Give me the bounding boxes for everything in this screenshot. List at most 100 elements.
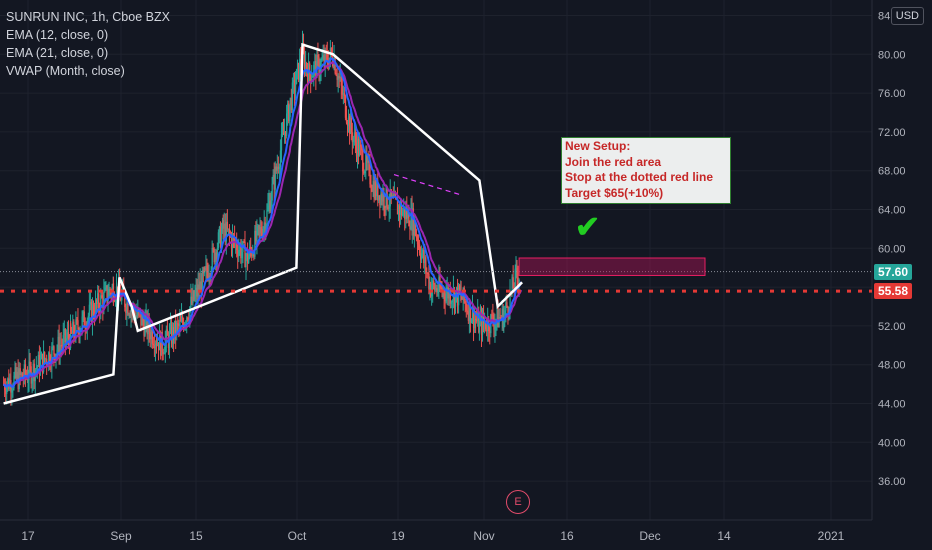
candle-body xyxy=(297,62,300,80)
candle-body xyxy=(518,279,520,285)
candle-body xyxy=(97,293,99,304)
candle-body xyxy=(368,160,370,164)
candle-body xyxy=(162,352,164,354)
candle-body xyxy=(330,48,333,54)
legend-ema21[interactable]: EMA (21, close, 0) xyxy=(6,46,109,60)
candle-body xyxy=(453,289,456,307)
candle-body xyxy=(379,195,381,206)
candle-body xyxy=(98,293,100,308)
candle-body xyxy=(46,358,48,365)
candle-body xyxy=(164,340,167,354)
candle-body xyxy=(469,302,472,323)
candle-body xyxy=(16,371,18,378)
candle-body xyxy=(449,290,452,304)
candle-body xyxy=(287,103,289,114)
legend-ema12[interactable]: EMA (12, close, 0) xyxy=(6,28,109,42)
candle-body xyxy=(371,188,373,192)
candle-body xyxy=(267,205,269,211)
candle-body xyxy=(201,270,203,295)
candle-body xyxy=(15,367,17,378)
candle-body xyxy=(64,329,67,342)
candle-body xyxy=(345,117,348,123)
time-tick-label: 16 xyxy=(560,529,574,543)
chart-grid xyxy=(0,0,872,520)
candle-body xyxy=(440,287,442,289)
candle-body xyxy=(114,299,117,301)
candle-body xyxy=(491,314,493,316)
candle-body xyxy=(409,226,411,230)
chart-legend: SUNRUN INC, 1h, Cboe BZX EMA (12, close,… xyxy=(6,8,170,80)
candle-body xyxy=(8,378,10,389)
candle-body xyxy=(472,307,475,329)
candle-body xyxy=(42,351,45,372)
candle-body xyxy=(234,236,236,243)
candle-body xyxy=(153,345,156,349)
candle-body xyxy=(424,257,426,264)
candle-body xyxy=(310,73,312,82)
candle-body xyxy=(286,113,288,136)
candle-body xyxy=(363,171,365,174)
candle-body xyxy=(156,342,159,346)
candle-body xyxy=(289,97,291,106)
candle-body xyxy=(236,242,238,251)
candle-body xyxy=(309,63,311,74)
candles xyxy=(3,30,520,406)
candle-body xyxy=(91,305,94,323)
candle-body xyxy=(226,221,229,230)
candle-body xyxy=(350,118,352,133)
candle-body xyxy=(56,349,58,354)
candle-body xyxy=(102,297,104,309)
candle-body xyxy=(12,388,14,391)
candle-body xyxy=(428,274,430,290)
currency-button[interactable]: USD xyxy=(890,7,924,25)
candle-body xyxy=(96,300,98,304)
candle-body xyxy=(36,366,39,368)
candle-body xyxy=(348,116,351,134)
candle-body xyxy=(256,225,258,242)
candle-body xyxy=(434,284,436,291)
candle-body xyxy=(178,323,180,327)
candle-body xyxy=(62,335,64,346)
candle-body xyxy=(327,62,330,68)
earnings-event-marker[interactable]: E xyxy=(506,490,530,514)
candle-body xyxy=(254,230,256,257)
legend-vwap[interactable]: VWAP (Month, close) xyxy=(6,64,125,78)
candle-body xyxy=(300,58,302,66)
candle-body xyxy=(59,345,61,356)
candle-body xyxy=(311,77,313,82)
candle-body xyxy=(104,287,106,292)
candle-body xyxy=(70,323,72,332)
candle-body xyxy=(88,304,91,316)
candle-body xyxy=(432,280,434,290)
candle-body xyxy=(217,232,220,249)
candle-body xyxy=(307,70,309,84)
note-line-3: Stop at the dotted red line xyxy=(565,170,714,184)
candle-body xyxy=(360,144,362,147)
candle-body xyxy=(468,302,471,321)
candle-body xyxy=(355,142,358,157)
candle-body xyxy=(274,166,276,190)
candle-body xyxy=(252,253,254,256)
candle-body xyxy=(476,320,478,322)
candle-body xyxy=(431,289,433,297)
candle-body xyxy=(316,54,318,78)
candle-body xyxy=(478,312,480,333)
candle-body xyxy=(384,206,386,209)
candle-body xyxy=(459,285,461,293)
candle-body xyxy=(20,373,22,375)
candle-body xyxy=(352,137,355,143)
candle-body xyxy=(436,288,438,293)
candle-body xyxy=(76,319,78,321)
candle-body xyxy=(75,319,77,338)
candle-body xyxy=(437,292,439,294)
candle-body xyxy=(399,204,402,215)
candle-body xyxy=(410,209,412,230)
candle-body xyxy=(465,303,467,311)
candle-body xyxy=(308,63,310,84)
candle-body xyxy=(192,290,194,304)
candle-body xyxy=(21,373,23,378)
time-tick-label: 19 xyxy=(391,529,405,543)
candle-body xyxy=(406,209,408,219)
candle-body xyxy=(151,330,154,344)
